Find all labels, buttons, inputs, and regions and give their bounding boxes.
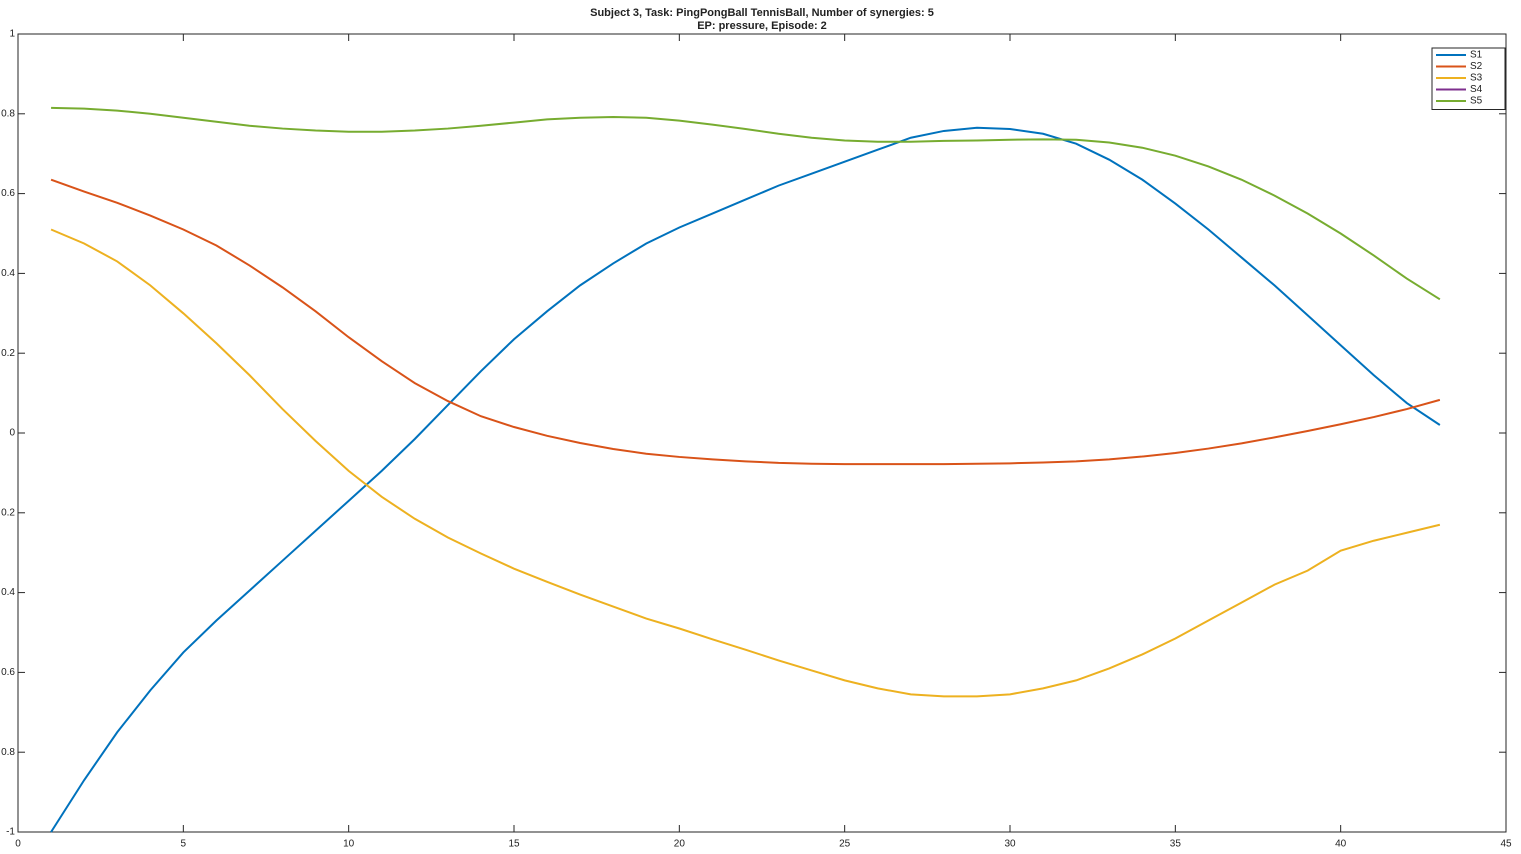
y-tick-label: 0.6 xyxy=(1,188,15,199)
x-tick-label: 10 xyxy=(343,839,355,850)
series-line xyxy=(50,228,1441,698)
x-tick-label: 40 xyxy=(1335,839,1347,850)
x-tick-label: 15 xyxy=(508,839,520,850)
legend-label: S3 xyxy=(1470,73,1483,84)
legend-label: S4 xyxy=(1470,84,1483,95)
x-tick-label: 5 xyxy=(181,839,187,850)
x-tick-label: 20 xyxy=(674,839,686,850)
series-line xyxy=(50,178,1441,466)
y-tick-label: 1 xyxy=(9,29,15,40)
series-line xyxy=(51,106,1441,301)
y-tick-label: 0.2 xyxy=(1,507,15,518)
chart-title: Subject 3, Task: PingPongBall TennisBall… xyxy=(590,7,934,19)
legend-label: S1 xyxy=(1470,50,1483,61)
y-tick-label: 0.2 xyxy=(1,348,15,359)
y-tick-label: -1 xyxy=(6,827,15,838)
x-tick-label: 0 xyxy=(15,839,21,850)
y-tick-label: 0.4 xyxy=(1,268,15,279)
series-line xyxy=(50,126,1441,833)
y-tick-label: 0.8 xyxy=(1,108,15,119)
legend-box xyxy=(1431,47,1506,110)
x-tick-label: 30 xyxy=(1004,839,1016,850)
x-tick-label: 35 xyxy=(1170,839,1182,850)
legend-label: S2 xyxy=(1470,61,1483,72)
plot-frame xyxy=(17,33,1507,833)
y-tick-label: 0.4 xyxy=(1,587,15,598)
y-tick-label: 0.8 xyxy=(1,747,15,758)
x-tick-label: 25 xyxy=(839,839,851,850)
y-tick-label: 0 xyxy=(9,428,15,439)
x-tick-label: 45 xyxy=(1500,839,1512,850)
y-tick-label: 0.6 xyxy=(1,667,15,678)
chart-subtitle: EP: pressure, Episode: 2 xyxy=(697,20,827,32)
legend-label: S5 xyxy=(1470,96,1483,107)
